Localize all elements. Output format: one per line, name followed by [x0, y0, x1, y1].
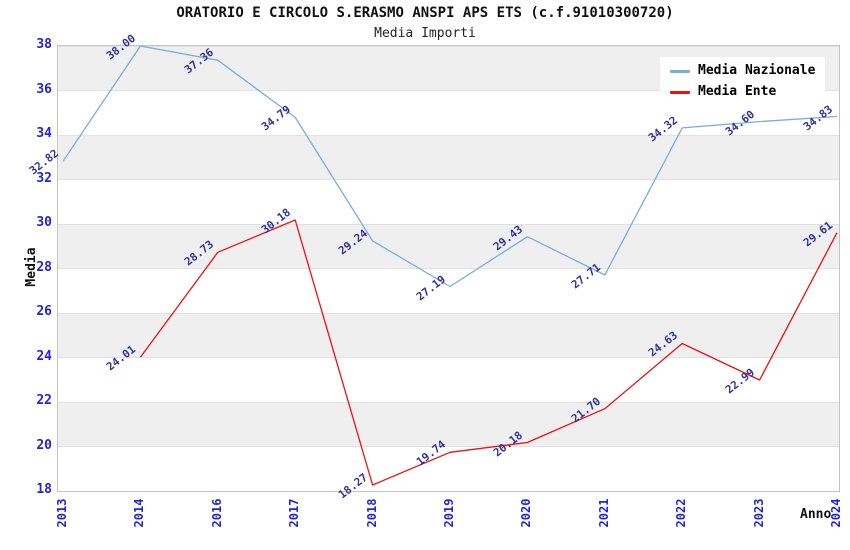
x-tick-label-2016: 2016	[199, 495, 235, 531]
y-tick-label-38: 38	[36, 37, 52, 52]
series-line-media-nazionale	[62, 45, 838, 288]
x-tick-label-2024: 2024	[818, 495, 850, 531]
x-tick-text: 2023	[751, 498, 766, 528]
x-tick-label-2023: 2023	[741, 495, 777, 531]
x-tick-text: 2017	[287, 498, 302, 528]
series-line-media-ente	[139, 219, 838, 486]
series-lines	[62, 45, 838, 486]
chart-subtitle: Media Importi	[374, 26, 476, 41]
y-tick-label-18: 18	[36, 482, 52, 497]
x-tick-text: 2022	[674, 498, 689, 528]
plot-area: 32.82 38.00 37.36 34.79 29.24 27.19 29.43 27.71…	[27, 32, 840, 501]
x-tick-label-2013: 2013	[44, 495, 80, 531]
x-tick-text: 2021	[596, 498, 611, 528]
x-axis-title: Anno	[800, 507, 832, 522]
legend-swatch-media-ente-icon	[670, 90, 690, 94]
legend-label-media-nazionale: Media Nazionale	[698, 63, 816, 78]
plot-band	[58, 135, 839, 180]
x-tick-label-2021: 2021	[586, 495, 622, 531]
x-tick-text: 2019	[442, 498, 456, 528]
y-tick-label-28: 28	[36, 259, 52, 275]
y-tick-label-34: 34	[36, 126, 52, 141]
x-tick-text: 2016	[209, 498, 224, 528]
y-tick-label-30: 30	[36, 215, 52, 230]
plot-band	[58, 402, 839, 447]
legend: Media Nazionale Media Ente	[660, 57, 826, 106]
y-tick-label-26: 26	[36, 304, 52, 319]
x-tick-label-2014: 2014	[121, 495, 157, 531]
plot-band	[58, 224, 839, 269]
y-tick-label-32: 32	[36, 170, 52, 186]
x-tick-label-2020: 2020	[508, 495, 544, 531]
y-tick-label-20: 20	[36, 437, 52, 453]
legend-item-media-ente: Media Ente	[670, 85, 815, 99]
x-tick-label-2017: 2017	[276, 495, 312, 531]
legend-item-media-nazionale: Media Nazionale	[670, 64, 815, 78]
y-tick-label-36: 36	[36, 81, 52, 97]
x-tick-label-2022: 2022	[663, 495, 699, 531]
x-tick-text: 2018	[364, 498, 379, 528]
x-tick-text: 2024	[829, 498, 843, 528]
x-tick-text: 2013	[55, 498, 69, 528]
legend-swatch-media-nazionale-icon	[670, 69, 690, 73]
y-tick-label-24: 24	[36, 348, 52, 364]
x-tick-label-2019: 2019	[431, 495, 467, 531]
plot-band	[58, 313, 839, 358]
y-tick-label-22: 22	[36, 393, 52, 408]
x-tick-text: 2014	[132, 498, 147, 528]
chart-title: ORATORIO E CIRCOLO S.ERASMO ANSPI APS ET…	[176, 5, 674, 21]
x-tick-label-2018: 2018	[354, 495, 390, 531]
x-tick-text: 2020	[519, 498, 534, 528]
legend-label-media-ente: Media Ente	[698, 84, 777, 99]
